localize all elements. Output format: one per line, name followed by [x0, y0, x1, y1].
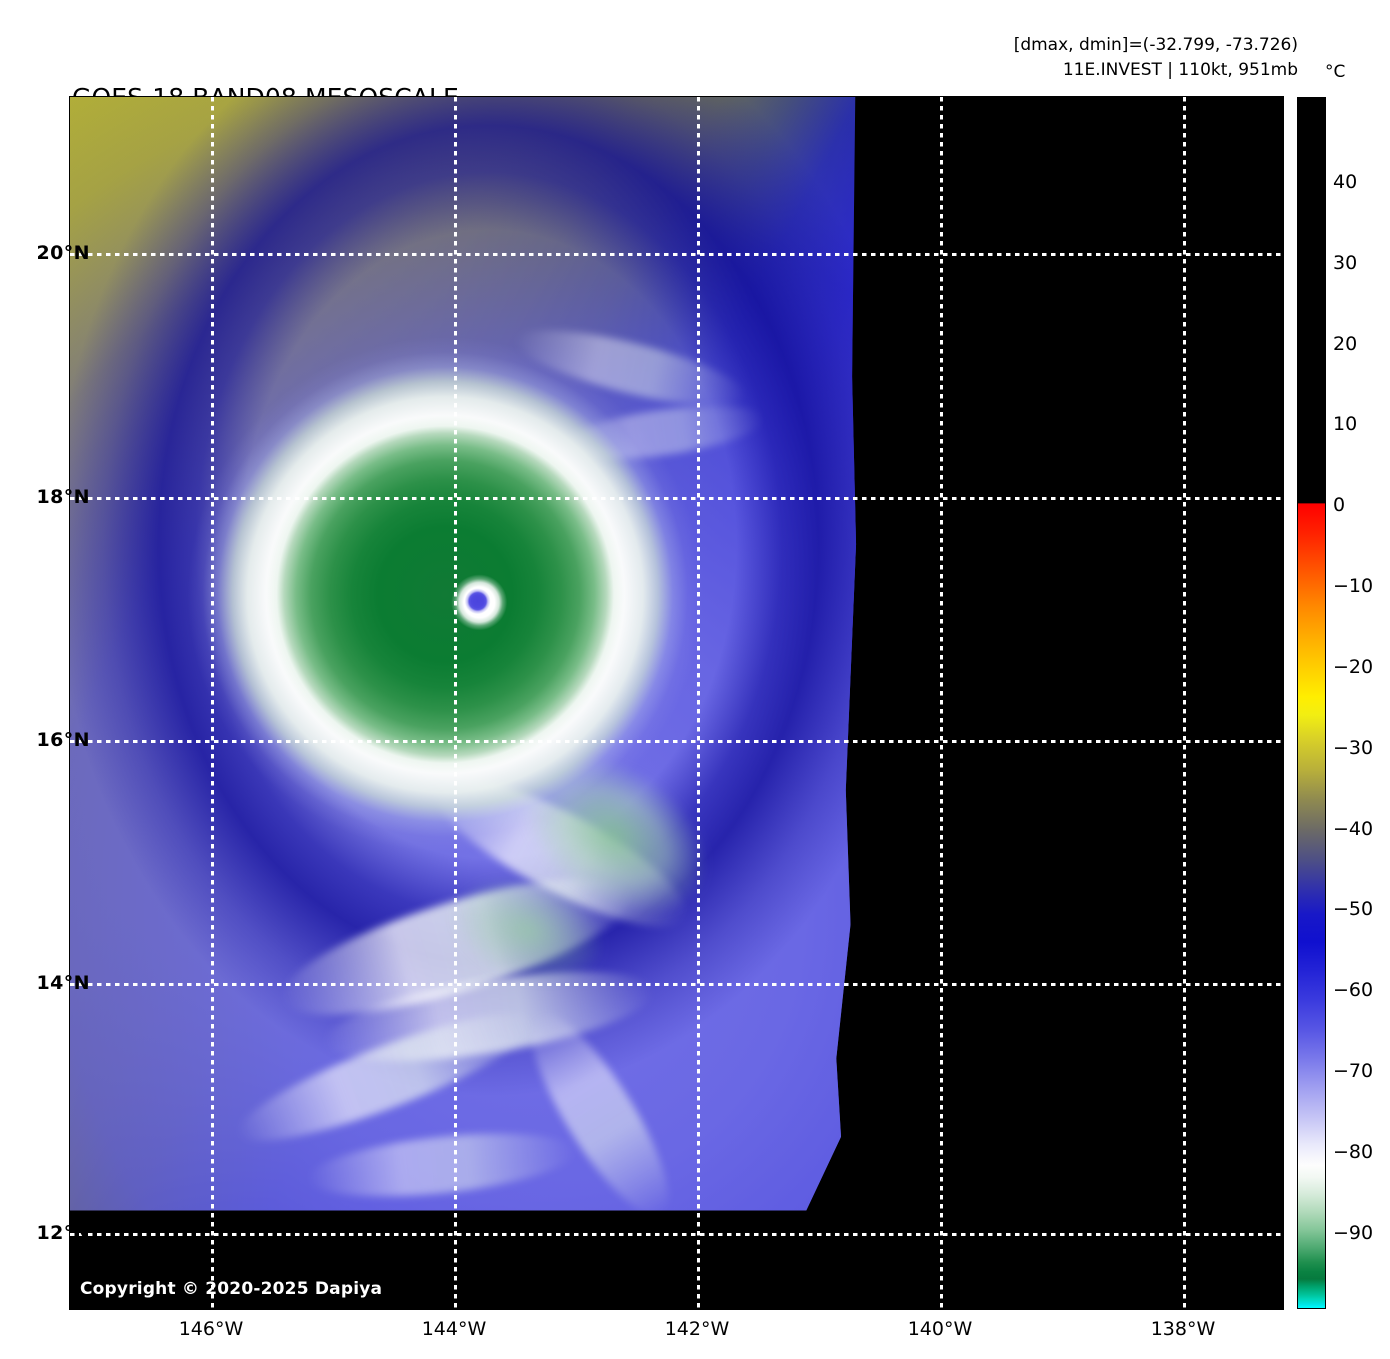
lon-tick-146w: 146°W [178, 1318, 244, 1340]
colorbar-tick-40: 40 [1333, 171, 1358, 193]
colorbar-tick-m30: −30 [1333, 737, 1374, 759]
colorbar-tick-0: 0 [1333, 494, 1346, 516]
colorbar-tick-m10: −10 [1333, 575, 1374, 597]
colorbar-tick-10: 10 [1333, 413, 1358, 435]
colorbar-tick-m20: −20 [1333, 656, 1374, 678]
colorbar-tick-m90: −90 [1333, 1222, 1374, 1244]
satellite-image-plot[interactable]: Copyright © 2020-2025 Dapiya [70, 97, 1283, 1309]
lat-tick-16n: 16°N [36, 729, 90, 751]
colorbar-tick-m50: −50 [1333, 898, 1374, 920]
lat-tick-12n: 12°N [36, 1222, 90, 1244]
colorbar-tick-30: 30 [1333, 252, 1358, 274]
colorbar-tick-m70: −70 [1333, 1060, 1374, 1082]
lat-tick-20n: 20°N [36, 242, 90, 264]
lat-tick-18n: 18°N [36, 486, 90, 508]
storm-eye [70, 97, 857, 1211]
colorbar-tick-m40: −40 [1333, 818, 1374, 840]
colorbar-tick-m80: −80 [1333, 1141, 1374, 1163]
gridline-lat-12 [70, 1233, 1283, 1236]
colorbar[interactable] [1297, 97, 1326, 1309]
lon-tick-142w: 142°W [664, 1318, 730, 1340]
satellite-data-swath [70, 97, 857, 1211]
copyright-label: Copyright © 2020-2025 Dapiya [80, 1279, 383, 1299]
colorbar-tick-20: 20 [1333, 333, 1358, 355]
colorbar-tick-m60: −60 [1333, 979, 1374, 1001]
lon-tick-144w: 144°W [421, 1318, 487, 1340]
storm-info-label: 11E.INVEST | 110kt, 951mb [1062, 59, 1298, 80]
colorbar-unit-label: °C [1325, 62, 1346, 82]
lon-tick-138w: 138°W [1150, 1318, 1216, 1340]
data-range-label: [dmax, dmin]=(-32.799, -73.726) [1013, 35, 1298, 55]
lon-tick-140w: 140°W [907, 1318, 973, 1340]
lat-tick-14n: 14°N [36, 972, 90, 994]
gridline-lon-140 [940, 97, 943, 1309]
gridline-lon-138 [1183, 97, 1186, 1309]
colorbar-gradient [1298, 98, 1325, 1308]
header-meta-block: [dmax, dmin]=(-32.799, -73.726) 11E.INVE… [1014, 33, 1298, 82]
